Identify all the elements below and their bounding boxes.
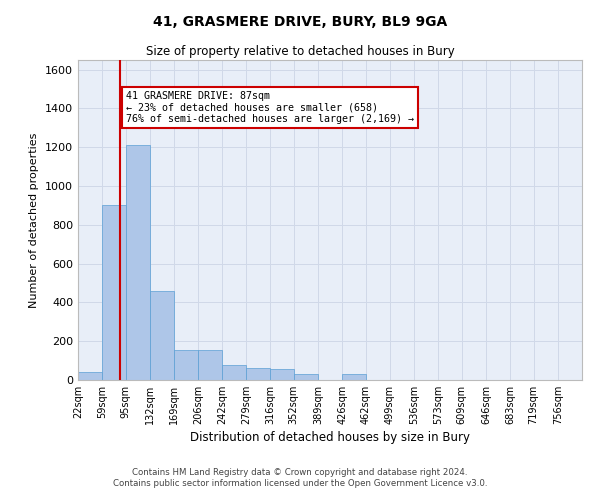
Bar xyxy=(126,146,150,380)
Bar xyxy=(222,366,246,380)
Text: 41 GRASMERE DRIVE: 87sqm
← 23% of detached houses are smaller (658)
76% of semi-: 41 GRASMERE DRIVE: 87sqm ← 23% of detach… xyxy=(126,91,414,124)
Text: Size of property relative to detached houses in Bury: Size of property relative to detached ho… xyxy=(146,45,454,58)
Bar xyxy=(270,370,295,380)
Bar xyxy=(198,350,223,380)
Bar xyxy=(150,291,174,380)
Y-axis label: Number of detached properties: Number of detached properties xyxy=(29,132,40,308)
X-axis label: Distribution of detached houses by size in Bury: Distribution of detached houses by size … xyxy=(190,431,470,444)
Bar xyxy=(78,372,102,380)
Bar xyxy=(294,374,318,380)
Text: 41, GRASMERE DRIVE, BURY, BL9 9GA: 41, GRASMERE DRIVE, BURY, BL9 9GA xyxy=(153,15,447,29)
Bar xyxy=(102,206,127,380)
Bar xyxy=(246,368,270,380)
Bar xyxy=(174,350,198,380)
Bar xyxy=(342,374,366,380)
Text: Contains HM Land Registry data © Crown copyright and database right 2024.
Contai: Contains HM Land Registry data © Crown c… xyxy=(113,468,487,487)
